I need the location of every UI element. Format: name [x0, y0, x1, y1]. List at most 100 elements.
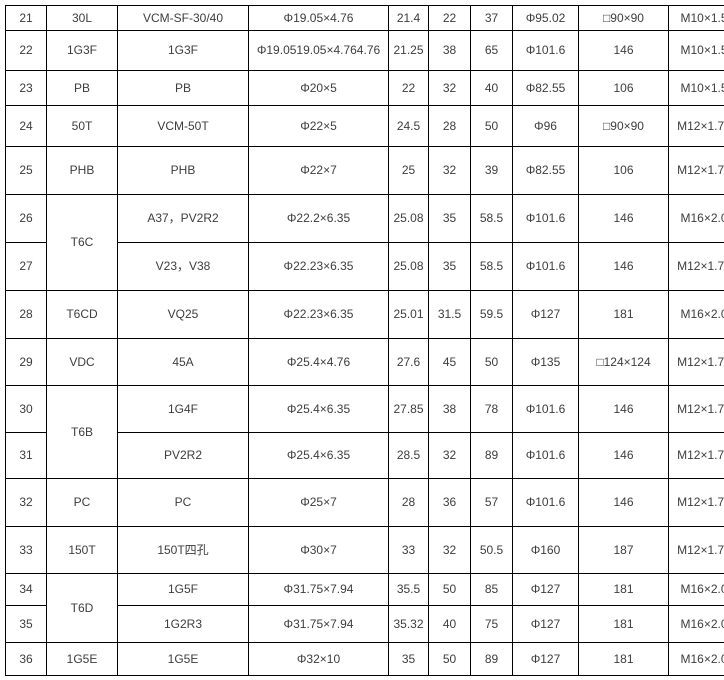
- cell-flange[interactable]: 146: [579, 386, 669, 433]
- cell-thread[interactable]: M10×1.5: [669, 31, 724, 71]
- cell-bolt-circle[interactable]: Φ101.6: [513, 479, 579, 527]
- cell-model-group[interactable]: VDC: [47, 339, 118, 386]
- cell-model-group[interactable]: 1G5E: [47, 643, 118, 676]
- cell-dim-a[interactable]: 25.08: [389, 195, 429, 243]
- cell-bolt-circle[interactable]: Φ101.6: [513, 386, 579, 433]
- cell-flange[interactable]: 181: [579, 643, 669, 676]
- cell-serial-number[interactable]: 29: [6, 339, 47, 386]
- cell-thread[interactable]: M16×2.0: [669, 291, 724, 339]
- cell-model-group[interactable]: 150T: [47, 527, 118, 574]
- cell-diameter-thickness[interactable]: Φ31.75×7.94: [249, 574, 389, 606]
- cell-specification[interactable]: VCM-50T: [118, 106, 249, 147]
- cell-thread[interactable]: M12×1.75: [669, 243, 724, 291]
- cell-diameter-thickness[interactable]: Φ25.4×4.76: [249, 339, 389, 386]
- cell-dim-b[interactable]: 40: [429, 606, 471, 643]
- cell-diameter-thickness[interactable]: Φ25.4×6.35: [249, 433, 389, 479]
- cell-model-group[interactable]: PHB: [47, 147, 118, 195]
- cell-dim-c[interactable]: 50: [471, 106, 513, 147]
- cell-dim-a[interactable]: 22: [389, 71, 429, 106]
- cell-serial-number[interactable]: 26: [6, 195, 47, 243]
- cell-flange[interactable]: 146: [579, 31, 669, 71]
- cell-flange[interactable]: 146: [579, 433, 669, 479]
- cell-bolt-circle[interactable]: Φ101.6: [513, 433, 579, 479]
- cell-specification[interactable]: PV2R2: [118, 433, 249, 479]
- cell-serial-number[interactable]: 31: [6, 433, 47, 479]
- cell-specification[interactable]: 1G2R3: [118, 606, 249, 643]
- cell-dim-b[interactable]: 50: [429, 574, 471, 606]
- cell-dim-b[interactable]: 32: [429, 527, 471, 574]
- cell-specification[interactable]: V23，V38: [118, 243, 249, 291]
- cell-flange[interactable]: 181: [579, 291, 669, 339]
- cell-thread[interactable]: M16×2.0: [669, 195, 724, 243]
- cell-serial-number[interactable]: 32: [6, 479, 47, 527]
- cell-serial-number[interactable]: 25: [6, 147, 47, 195]
- cell-dim-c[interactable]: 58.5: [471, 243, 513, 291]
- cell-dim-a[interactable]: 28: [389, 479, 429, 527]
- cell-bolt-circle[interactable]: Φ127: [513, 574, 579, 606]
- cell-dim-c[interactable]: 89: [471, 643, 513, 676]
- cell-serial-number[interactable]: 22: [6, 31, 47, 71]
- cell-serial-number[interactable]: 23: [6, 71, 47, 106]
- cell-dim-a[interactable]: 25.01: [389, 291, 429, 339]
- cell-dim-c[interactable]: 78: [471, 386, 513, 433]
- cell-specification[interactable]: VCM-SF-30/40: [118, 6, 249, 31]
- cell-diameter-thickness[interactable]: Φ19.0519.05×4.764.76: [249, 31, 389, 71]
- cell-diameter-thickness[interactable]: Φ32×10: [249, 643, 389, 676]
- cell-model-group[interactable]: PB: [47, 71, 118, 106]
- cell-serial-number[interactable]: 35: [6, 606, 47, 643]
- cell-thread[interactable]: M16×2.0: [669, 574, 724, 606]
- cell-serial-number[interactable]: 27: [6, 243, 47, 291]
- cell-dim-b[interactable]: 38: [429, 31, 471, 71]
- cell-bolt-circle[interactable]: Φ95.02: [513, 6, 579, 31]
- cell-diameter-thickness[interactable]: Φ25×7: [249, 479, 389, 527]
- cell-bolt-circle[interactable]: Φ127: [513, 643, 579, 676]
- cell-serial-number[interactable]: 33: [6, 527, 47, 574]
- cell-dim-c[interactable]: 57: [471, 479, 513, 527]
- cell-bolt-circle[interactable]: Φ101.6: [513, 243, 579, 291]
- cell-bolt-circle[interactable]: Φ82.55: [513, 147, 579, 195]
- cell-specification[interactable]: 150T四孔: [118, 527, 249, 574]
- cell-dim-c[interactable]: 75: [471, 606, 513, 643]
- cell-dim-b[interactable]: 36: [429, 479, 471, 527]
- cell-specification[interactable]: 45A: [118, 339, 249, 386]
- cell-dim-a[interactable]: 21.4: [389, 6, 429, 31]
- cell-diameter-thickness[interactable]: Φ22×5: [249, 106, 389, 147]
- cell-diameter-thickness[interactable]: Φ20×5: [249, 71, 389, 106]
- cell-dim-a[interactable]: 35.5: [389, 574, 429, 606]
- cell-thread[interactable]: M12×1.75: [669, 527, 724, 574]
- cell-specification[interactable]: VQ25: [118, 291, 249, 339]
- cell-specification[interactable]: 1G5E: [118, 643, 249, 676]
- cell-dim-c[interactable]: 50.5: [471, 527, 513, 574]
- cell-flange[interactable]: 106: [579, 147, 669, 195]
- cell-bolt-circle[interactable]: Φ101.6: [513, 195, 579, 243]
- cell-dim-b[interactable]: 32: [429, 71, 471, 106]
- cell-flange[interactable]: 181: [579, 606, 669, 643]
- cell-dim-a[interactable]: 33: [389, 527, 429, 574]
- cell-dim-b[interactable]: 32: [429, 433, 471, 479]
- cell-specification[interactable]: A37，PV2R2: [118, 195, 249, 243]
- cell-bolt-circle[interactable]: Φ127: [513, 291, 579, 339]
- cell-dim-a[interactable]: 27.6: [389, 339, 429, 386]
- cell-flange[interactable]: 106: [579, 71, 669, 106]
- cell-dim-b[interactable]: 50: [429, 643, 471, 676]
- cell-dim-c[interactable]: 65: [471, 31, 513, 71]
- cell-model-group[interactable]: T6B: [47, 386, 118, 479]
- cell-dim-a[interactable]: 35: [389, 643, 429, 676]
- cell-flange[interactable]: 146: [579, 479, 669, 527]
- cell-model-group[interactable]: 30L: [47, 6, 118, 31]
- cell-flange[interactable]: 181: [579, 574, 669, 606]
- cell-specification[interactable]: 1G5F: [118, 574, 249, 606]
- cell-model-group[interactable]: 1G3F: [47, 31, 118, 71]
- cell-diameter-thickness[interactable]: Φ22.2×6.35: [249, 195, 389, 243]
- cell-dim-b[interactable]: 45: [429, 339, 471, 386]
- cell-serial-number[interactable]: 36: [6, 643, 47, 676]
